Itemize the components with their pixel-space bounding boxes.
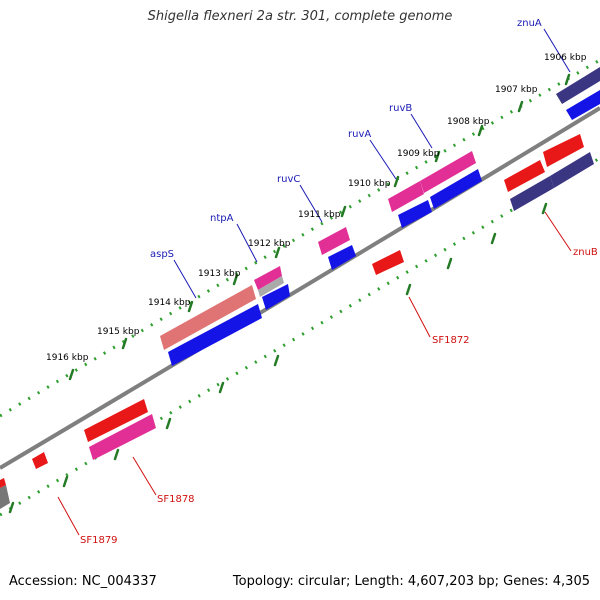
tick-label: 1908 kbp [447,117,490,127]
major-ticks [8,73,571,514]
tick-label: 1914 kbp [148,298,191,308]
tick-mark [564,73,571,86]
gene-feature [566,90,600,120]
tick-label: 1915 kbp [97,327,140,337]
gene-label-ruvB: ruvB [389,103,412,114]
tick-mark [8,501,15,514]
tick-label: 1910 kbp [348,179,391,189]
gene-aspS-feature [160,285,256,350]
gene-ruvB-feature [420,151,476,193]
gene-ntpA-feature [254,266,282,290]
tick-label: 1916 kbp [46,353,89,363]
tick-mark [62,475,69,488]
inner-tick-track [0,156,600,517]
gene-SF1879-feature [32,452,48,469]
tick-mark [517,100,524,113]
gene-znuB-feature [510,176,554,211]
tick-mark [393,175,400,188]
leader-ruvC [299,184,323,223]
gene-feature [398,200,432,228]
tick-mark [187,300,194,313]
gene-feature [550,152,594,188]
tick-mark [68,368,75,381]
gene-label-SF1872: SF1872 [432,335,470,346]
gene-label-SF1879: SF1879 [80,535,118,546]
outer-tick-track [0,58,600,418]
tick-mark [541,202,548,215]
gene-label-znuB: znuB [573,247,598,258]
genome-backbone [0,106,600,470]
gene-znuA-feature [556,67,600,104]
leader-SF1872 [408,296,431,338]
tick-mark [121,337,128,350]
gene-SF1872-feature [372,250,404,275]
gene-feature [262,284,290,310]
tick-mark [446,257,453,270]
gene-feature [258,276,284,297]
gene-feature [0,485,10,509]
tick-mark [273,354,280,367]
gene-label-ruvC: ruvC [277,174,300,185]
gene-feature [168,304,262,366]
tick-label: 1913 kbp [198,269,241,279]
tick-label: 1911 kbp [298,210,341,220]
gene-ruvC-feature [318,227,350,255]
gene-feature [504,160,545,192]
tick-labels: 1906 kbp 1907 kbp 1908 kbp 1909 kbp 1910… [46,53,587,363]
gene-label-ntpA: ntpA [210,213,234,224]
leader-aspS [173,259,197,299]
tick-mark [218,381,225,394]
tick-label: 1907 kbp [495,85,538,95]
map-title: Shigella flexneri 2a str. 301, complete … [147,9,453,24]
forward-strand-genes [160,67,600,366]
tick-mark [490,232,497,245]
leader-SF1878 [132,456,157,496]
gene-feature [0,478,6,488]
gene-label-znuA: znuA [517,18,542,29]
leader-ntpA [236,223,258,263]
gene-label-SF1878: SF1878 [157,494,195,505]
tick-mark [165,417,172,430]
gene-ruvA-feature [388,181,424,212]
gene-labels: znuA ruvB ruvA ruvC ntpA aspS znuB SF187… [80,18,598,546]
gene-feature [430,169,482,209]
gene-SF1878-feature [89,414,156,460]
tick-mark [274,246,281,259]
leader-znuB [544,211,572,252]
leader-ruvB [410,113,433,149]
tick-label: 1912 kbp [248,239,291,249]
tick-label: 1909 kbp [397,149,440,159]
gene-label-aspS: aspS [150,249,174,260]
leader-SF1879 [57,496,80,536]
label-leaders [57,28,572,536]
topology-summary: Topology: circular; Length: 4,607,203 bp… [232,574,590,589]
gene-feature [543,134,584,167]
tick-mark [232,273,239,286]
tick-mark [113,448,120,461]
gene-feature [328,245,356,270]
leader-ruvA [369,139,397,180]
accession-label: Accession: NC_004337 [9,574,157,589]
gene-feature [84,399,148,442]
tick-mark [434,150,441,163]
leader-znuA [543,28,571,73]
tick-label: 1906 kbp [544,53,587,63]
tick-mark [340,205,347,218]
tick-mark [477,124,484,137]
reverse-strand-genes [0,134,594,509]
tick-mark [405,283,412,296]
gene-label-ruvA: ruvA [348,129,371,140]
